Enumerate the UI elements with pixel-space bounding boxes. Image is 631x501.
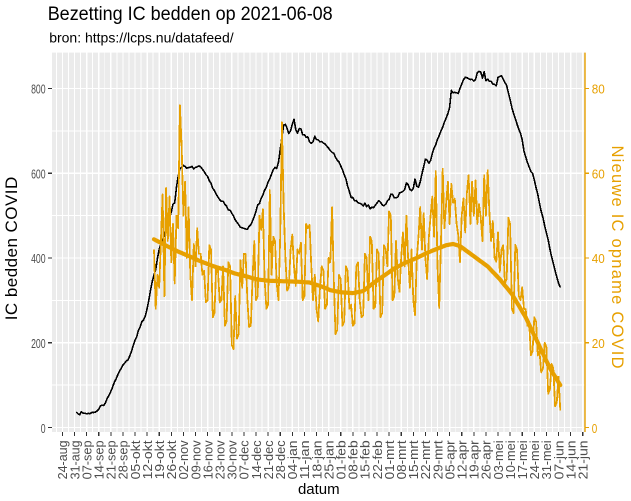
svg-text:07-sep: 07-sep [80,440,94,479]
svg-text:26-okt: 26-okt [165,440,179,480]
svg-text:60: 60 [592,168,605,182]
svg-text:Bezetting IC bedden op 2021-06: Bezetting IC bedden op 2021-06-08 [48,3,333,25]
svg-text:25-jan: 25-jan [322,440,336,479]
svg-text:21-dec: 21-dec [262,440,276,479]
svg-text:14-jun: 14-jun [564,440,578,479]
svg-text:10-mei: 10-mei [504,440,518,479]
svg-text:19-okt: 19-okt [153,440,167,480]
svg-text:23-nov: 23-nov [214,440,228,480]
svg-text:31-mei: 31-mei [540,440,554,479]
svg-text:04-jan: 04-jan [286,440,300,479]
svg-text:24-mei: 24-mei [528,440,542,479]
svg-text:0: 0 [592,422,598,436]
svg-text:15-feb: 15-feb [359,440,373,479]
svg-text:05-okt: 05-okt [129,440,143,480]
svg-text:30-nov: 30-nov [226,440,240,480]
svg-text:19-apr: 19-apr [468,440,482,479]
svg-text:200: 200 [31,337,46,351]
svg-text:29-mrt: 29-mrt [431,440,445,480]
svg-text:21-jun: 21-jun [577,440,591,479]
svg-text:31-aug: 31-aug [68,440,82,479]
svg-text:14-sep: 14-sep [93,440,107,479]
svg-text:600: 600 [31,168,46,182]
svg-text:800: 800 [31,83,46,97]
svg-text:26-apr: 26-apr [480,440,494,479]
svg-text:05-apr: 05-apr [443,440,457,479]
svg-text:08-mrt: 08-mrt [395,440,409,480]
svg-text:Nieuwe IC opname COVID: Nieuwe IC opname COVID [608,146,626,369]
svg-text:16-nov: 16-nov [201,440,215,480]
svg-text:400: 400 [31,252,46,266]
svg-text:11-jan: 11-jan [298,440,312,479]
svg-text:09-nov: 09-nov [189,440,203,480]
svg-text:01-mrt: 01-mrt [383,440,397,480]
svg-text:14-dec: 14-dec [250,440,264,479]
svg-text:18-jan: 18-jan [310,440,324,479]
svg-text:12-okt: 12-okt [141,440,155,480]
svg-text:0: 0 [41,422,46,436]
svg-text:40: 40 [592,252,605,266]
svg-text:IC bedden COVID: IC bedden COVID [2,177,21,321]
svg-text:08-feb: 08-feb [347,440,361,479]
svg-text:15-mrt: 15-mrt [407,440,421,480]
svg-text:07-jun: 07-jun [552,440,566,479]
svg-text:28-sep: 28-sep [117,440,131,479]
svg-text:01-feb: 01-feb [335,440,349,479]
svg-text:28-dec: 28-dec [274,440,288,479]
svg-text:80: 80 [592,83,605,97]
svg-text:20: 20 [592,337,605,351]
svg-text:datum: datum [298,481,340,498]
svg-text:24-aug: 24-aug [56,440,70,479]
svg-text:bron: https://lcps.nu/datafeed: bron: https://lcps.nu/datafeed/ [49,29,234,45]
svg-text:12-apr: 12-apr [456,440,470,479]
svg-text:17-mei: 17-mei [516,440,530,479]
svg-text:22-feb: 22-feb [371,440,385,479]
svg-text:22-mrt: 22-mrt [419,440,433,480]
svg-text:21-sep: 21-sep [105,440,119,479]
svg-text:02-nov: 02-nov [177,440,191,480]
svg-text:03-mei: 03-mei [492,440,506,479]
svg-text:07-dec: 07-dec [238,440,252,479]
